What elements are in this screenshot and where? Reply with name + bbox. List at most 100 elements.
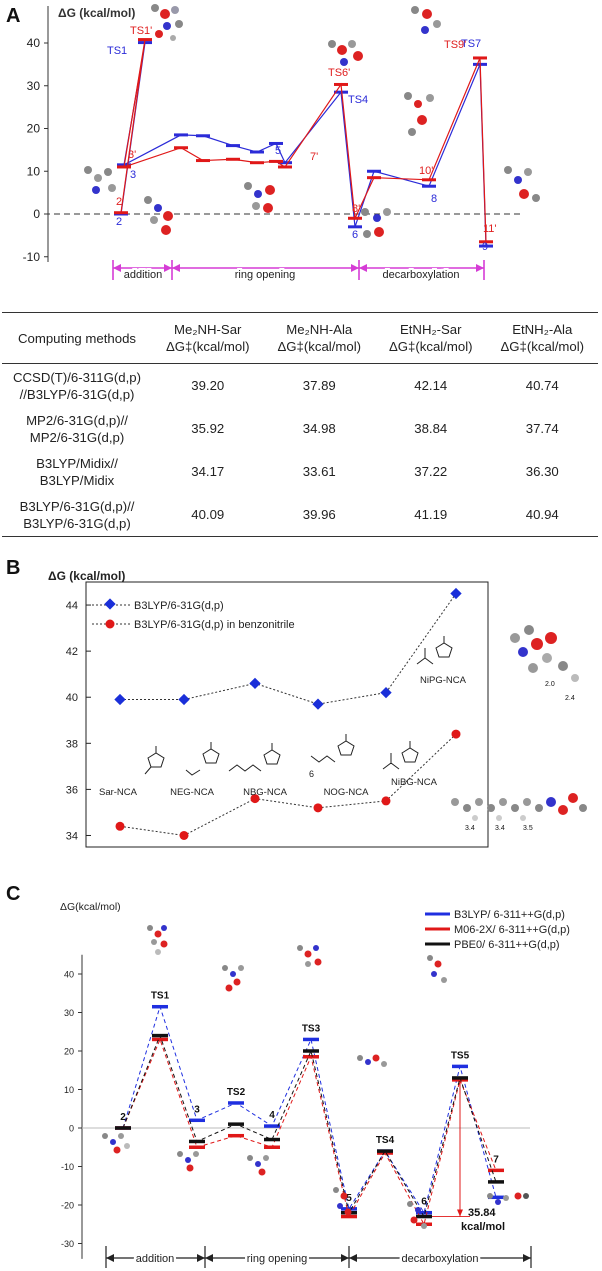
c-stage-label: 4 xyxy=(269,1110,275,1121)
molecule-c-ts3 xyxy=(297,945,322,967)
a-y-tick-label: 0 xyxy=(33,207,40,221)
table-cell-method: MP2/6-31G(d,p)//MP2/6-31G(d,p) xyxy=(26,412,128,445)
molecule-ts6 xyxy=(328,40,363,66)
dist-label-2-4: 2.4 xyxy=(565,695,575,702)
molecule-c-ts4 xyxy=(357,1054,387,1067)
c-y-tick-label: 0 xyxy=(69,1124,74,1134)
panel-c-phase-bar xyxy=(105,1246,532,1268)
a-label-6: 6 xyxy=(352,229,358,241)
b-y-tick-label: 40 xyxy=(66,692,78,704)
b-point-b3lyp xyxy=(114,693,126,706)
a-series-line-blue xyxy=(120,42,487,247)
b-plot-frame xyxy=(85,581,489,848)
molecule-5 xyxy=(244,182,275,213)
molecule-c-5 xyxy=(333,1187,352,1216)
b-y-tick-label: 42 xyxy=(66,646,78,658)
a-label-ts7: TS7 xyxy=(461,38,481,50)
legend-marker-b3lyp xyxy=(104,598,116,610)
b-point-b3lyp xyxy=(450,587,462,600)
table-header-row: Computing methods Me₂NH-Sar ΔG‡(kcal/mol)… xyxy=(2,312,598,364)
chain-length-note: 6 xyxy=(309,769,314,779)
panel-a-chart: A ΔG (kcal/mol) 40 30 20 10 0 -10 addition ri… xyxy=(6,4,540,283)
panel-a-plot: 40 30 20 10 0 -10 xyxy=(23,6,520,264)
table-row: CCSD(T)/6-311G(d,p)//B3LYP/6-31G(d,p) 39… xyxy=(2,364,598,408)
c-phase-ring-opening: ring opening xyxy=(247,1253,308,1265)
c-y-tick-label: 20 xyxy=(64,1047,74,1057)
c-phase-decarboxylation: decarboxylation xyxy=(401,1253,478,1265)
c-stage-label: TS4 xyxy=(376,1135,395,1146)
molecule-nog-complex: 3.4 3.4 3.5 xyxy=(451,793,587,832)
panel-c-chart: C ΔG(kcal/mol) 40 30 20 10 0 -10 -20 -30 2 TS1 3 TS… xyxy=(6,883,570,1268)
c-stage-label: TS5 xyxy=(451,1050,470,1061)
a-y-tick-label: 30 xyxy=(27,79,41,93)
panel-a-ylabel: ΔG (kcal/mol) xyxy=(58,6,135,20)
dist-label-3-4a: 3.4 xyxy=(465,825,475,832)
a-label-10p: 10' xyxy=(419,165,433,177)
molecule-c-7 xyxy=(487,1192,529,1205)
molecule-3 xyxy=(144,196,173,235)
table-cell: 38.84 xyxy=(414,421,448,436)
c-stage-label: 6 xyxy=(421,1197,427,1208)
a-y-tick-label: 10 xyxy=(27,164,41,178)
b-point-benzonitrile xyxy=(250,794,260,804)
table-row: B3LYP/Midix//B3LYP/Midix 34.17 33.61 37.… xyxy=(2,450,598,493)
compound-label-sar: Sar-NCA xyxy=(99,787,138,798)
barrier-value: 35.84 xyxy=(468,1207,496,1219)
a-label-2p: 2' xyxy=(116,196,124,208)
legend-c-m062x: M06-2X/ 6-311++G(d,p) xyxy=(454,924,570,936)
barrier-unit: kcal/mol xyxy=(461,1221,505,1233)
molecule-11 xyxy=(504,166,540,202)
table-header: EtNH₂-Sar ΔG‡(kcal/mol) xyxy=(375,312,487,364)
molecule-2 xyxy=(84,166,116,194)
panel-c-label: C xyxy=(6,883,20,905)
b-y-tick-label: 44 xyxy=(66,600,78,612)
b-point-benzonitrile xyxy=(115,821,125,831)
a-y-tick-label: -10 xyxy=(23,250,41,264)
molecule-c-ts5 xyxy=(427,955,447,983)
b-point-b3lyp xyxy=(312,698,324,710)
table-cell-method: B3LYP/Midix//B3LYP/Midix xyxy=(36,455,118,488)
compound-structures xyxy=(144,636,453,776)
b-point-b3lyp xyxy=(380,686,392,699)
compound-label-nipg: NiPG-NCA xyxy=(420,675,467,686)
table-header: EtNH₂-Ala ΔG‡(kcal/mol) xyxy=(486,312,598,364)
a-label-8: 8 xyxy=(431,193,437,205)
c-stage-label: 3 xyxy=(194,1104,200,1115)
c-series-line-m062x xyxy=(122,1038,497,1226)
a-label-ts4: TS4 xyxy=(348,94,368,106)
phase-label-ring-opening: ring opening xyxy=(235,269,296,281)
c-y-tick-label: -10 xyxy=(61,1162,74,1172)
legend-benzonitrile: B3LYP/6-31G(d,p) in benzonitrile xyxy=(134,619,295,631)
table-cell: 37.22 xyxy=(414,464,448,479)
barrier-table: Computing methods Me₂NH-Sar ΔG‡(kcal/mol)… xyxy=(2,312,598,537)
table-cell: 34.17 xyxy=(191,464,225,479)
a-label-ts9p: TS9' xyxy=(444,39,466,51)
a-y-tick-label: 20 xyxy=(27,122,41,136)
compound-label-nibg: NiBG-NCA xyxy=(391,777,438,788)
c-stage-label: TS1 xyxy=(151,991,170,1002)
dist-label-2-0: 2.0 xyxy=(545,681,555,688)
c-y-tick-label: -30 xyxy=(61,1239,74,1249)
c-series-line-b3lyp xyxy=(122,1005,497,1214)
a-label-5: 5 xyxy=(275,145,281,157)
c-y-tick-label: -20 xyxy=(61,1201,74,1211)
c-stage-label: 7 xyxy=(493,1154,499,1165)
molecule-c-ts1 xyxy=(147,925,168,955)
a-label-ts1: TS1 xyxy=(107,45,127,57)
a-y-tick-label: 40 xyxy=(27,36,41,50)
a-label-2: 2 xyxy=(116,216,122,228)
table-cell: 37.89 xyxy=(302,378,336,393)
b-y-tick-label: 36 xyxy=(66,784,78,796)
b-point-b3lyp xyxy=(249,677,261,690)
molecule-c-3 xyxy=(177,1151,199,1172)
b-point-benzonitrile xyxy=(381,796,391,806)
molecule-c-4 xyxy=(247,1155,269,1176)
c-stage-label: TS3 xyxy=(302,1023,321,1034)
panel-c-plot: 40 30 20 10 0 -10 -20 -30 2 TS1 3 TS2 4 TS3 5 TS4 6 TS5 7 xyxy=(61,954,530,1259)
panel-c-ylabel: ΔG(kcal/mol) xyxy=(60,901,121,913)
c-y-tick-label: 30 xyxy=(64,1008,74,1018)
b-y-tick-label: 34 xyxy=(66,830,78,842)
table-cell: 35.92 xyxy=(191,421,225,436)
panel-b-plot: 34 36 38 40 42 44 xyxy=(66,581,489,848)
molecule-10 xyxy=(404,92,434,136)
